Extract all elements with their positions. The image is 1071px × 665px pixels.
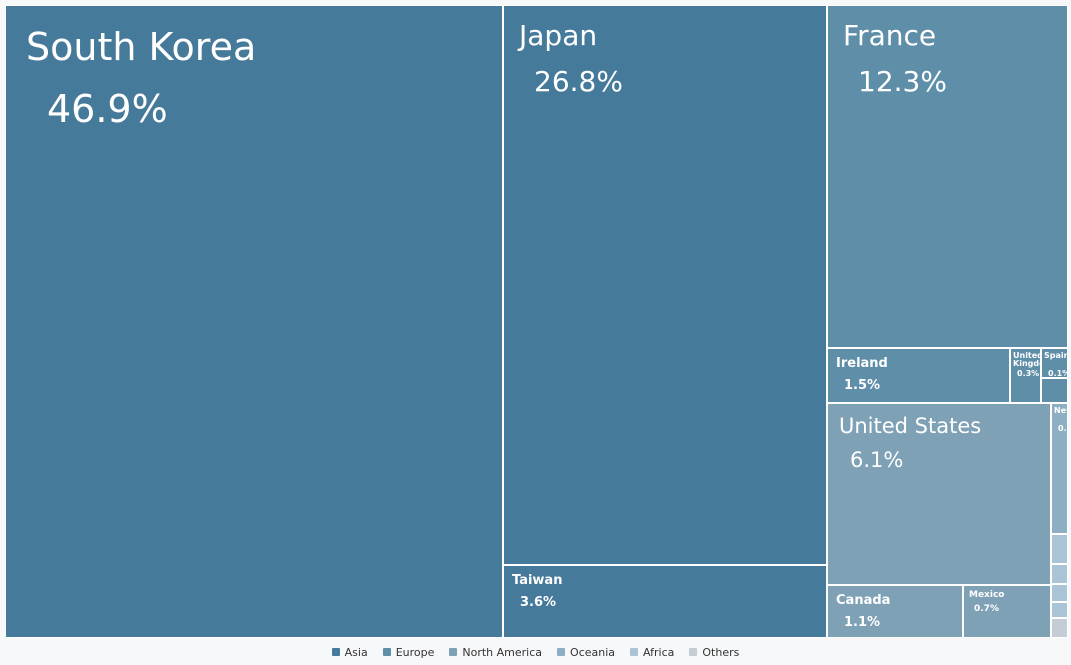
legend-item-europe[interactable]: Europe xyxy=(382,645,435,659)
legend-swatch xyxy=(557,648,566,656)
legend: Asia Europe North America Oceania Africa Othe… xyxy=(0,643,1071,661)
tile-others-small[interactable] xyxy=(1051,618,1068,638)
legend-item-africa[interactable]: Africa xyxy=(630,646,674,659)
tile-value: 1.5% xyxy=(844,378,881,393)
tile-europe-small[interactable] xyxy=(1041,378,1068,403)
legend-item-oceania[interactable]: Oceania xyxy=(557,646,615,659)
legend-label: North America xyxy=(462,645,543,659)
tile-value: 0.1% xyxy=(1048,369,1068,378)
legend-item-others[interactable]: Others xyxy=(689,646,739,659)
legend-label: Europe xyxy=(395,645,435,659)
tile-canada[interactable]: Canada 1.1% xyxy=(827,585,963,638)
tile-label: South Korea xyxy=(26,25,257,69)
tile-value: 26.8% xyxy=(534,65,623,98)
tile-value: 0.3% xyxy=(1058,424,1067,433)
tile-ireland[interactable]: Ireland 1.5% xyxy=(827,348,1010,403)
tile-africa-small[interactable] xyxy=(1051,602,1068,618)
tile-label: Canada xyxy=(836,593,891,608)
tile-value: 46.9% xyxy=(47,87,168,131)
tile-united-kingdom[interactable]: United Kingdom0.3% xyxy=(1010,348,1041,403)
legend-label: Africa xyxy=(643,645,675,659)
tile-spain[interactable]: Spain 0.1% xyxy=(1041,348,1068,378)
tile-label: Taiwan xyxy=(512,573,563,588)
legend-item-north-america[interactable]: North America xyxy=(449,646,542,659)
tile-label: Spain xyxy=(1044,351,1068,360)
tile-value: 1.1% xyxy=(844,615,881,630)
tile-label: Ireland xyxy=(836,356,888,371)
tile-france[interactable]: France 12.3% xyxy=(827,5,1068,348)
treemap: South Korea 46.9% Japan 26.8% Taiwan 3.6% Fran… xyxy=(5,5,1068,638)
tile-value: 3.6% xyxy=(520,595,557,610)
tile-label: France xyxy=(843,19,937,52)
tile-value: 0.3% xyxy=(1017,369,1040,378)
legend-swatch xyxy=(689,648,698,656)
tile-label: Japan xyxy=(519,19,598,52)
tile-united-states[interactable]: United States 6.1% xyxy=(827,403,1051,585)
legend-swatch xyxy=(449,648,458,656)
tile-label: Mexico xyxy=(969,590,1005,600)
legend-label: Oceania xyxy=(570,645,616,659)
tile-label: United Kingdom xyxy=(1013,351,1041,368)
tile-mexico[interactable]: Mexico 0.7% xyxy=(963,585,1051,638)
tile-label: United States xyxy=(839,414,982,438)
tile-africa-small[interactable] xyxy=(1051,564,1068,584)
tile-africa-small[interactable] xyxy=(1051,584,1068,602)
tile-new-zealand[interactable]: New Zealand 0.3% xyxy=(1051,403,1068,534)
tile-japan[interactable]: Japan 26.8% xyxy=(503,5,827,565)
tile-value: 12.3% xyxy=(858,65,947,98)
tile-south-korea[interactable]: South Korea 46.9% xyxy=(5,5,503,638)
tile-value: 6.1% xyxy=(850,448,904,472)
tile-taiwan[interactable]: Taiwan 3.6% xyxy=(503,565,827,638)
legend-swatch xyxy=(331,648,340,656)
legend-item-asia[interactable]: Asia xyxy=(331,645,368,659)
tile-africa-small[interactable] xyxy=(1051,534,1068,564)
legend-label: Asia xyxy=(344,645,368,659)
legend-swatch xyxy=(630,648,639,656)
tile-value: 0.7% xyxy=(974,604,999,614)
legend-label: Others xyxy=(702,645,740,659)
tile-label: New Zealand xyxy=(1054,406,1067,415)
legend-swatch xyxy=(382,648,391,656)
